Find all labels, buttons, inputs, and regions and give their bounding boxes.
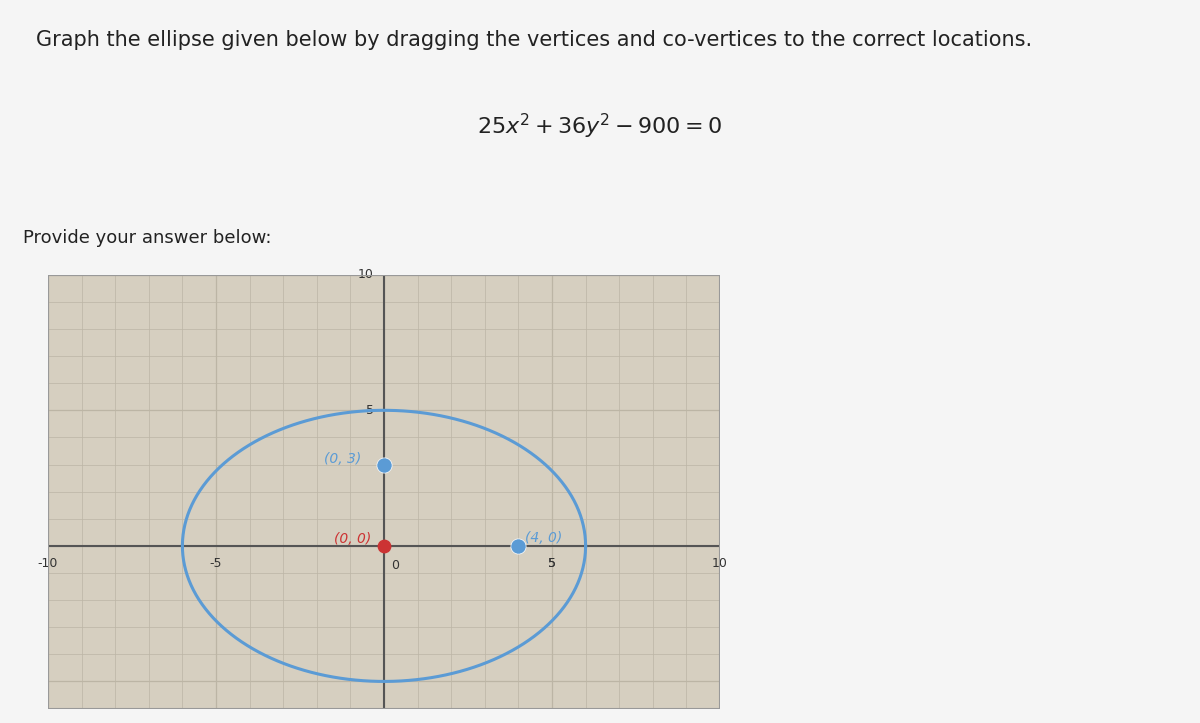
Text: (0, 3): (0, 3) [324,452,361,466]
Text: Graph the ellipse given below by dragging the vertices and co-vertices to the co: Graph the ellipse given below by draggin… [36,30,1032,51]
Point [509,540,528,552]
Text: -10: -10 [38,557,58,570]
Text: 0: 0 [391,560,398,573]
Point [374,458,394,470]
Text: -5: -5 [210,557,222,570]
Text: $25x^2 + 36y^2 - 900 = 0$: $25x^2 + 36y^2 - 900 = 0$ [478,111,722,140]
Text: 5: 5 [548,557,556,570]
Text: Provide your answer below:: Provide your answer below: [24,229,272,247]
Text: (4, 0): (4, 0) [526,531,563,545]
Text: (0, 0): (0, 0) [334,532,371,546]
Text: 5: 5 [548,557,556,570]
Text: 5: 5 [366,404,374,416]
Point [374,540,394,552]
Text: 10: 10 [712,557,728,570]
Text: 10: 10 [358,268,374,281]
